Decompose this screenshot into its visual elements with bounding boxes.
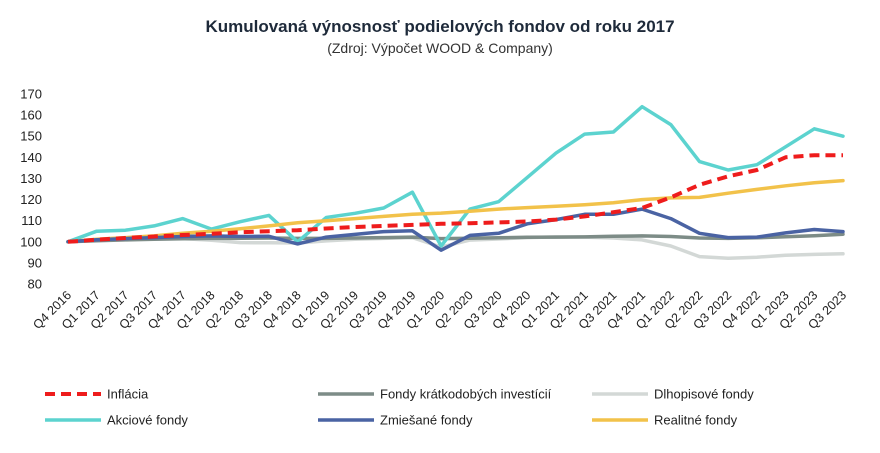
legend-label: Dlhopisové fondy — [654, 387, 754, 402]
legend-label: Zmiešané fondy — [380, 413, 473, 428]
series-line-1 — [67, 153, 843, 244]
y-tick-label: 100 — [20, 234, 42, 249]
legend: Inflácia Fondy krátkodobých investícií Dlh… — [45, 387, 754, 428]
series-line-4 — [66, 104, 845, 248]
y-tick-label: 150 — [20, 129, 42, 144]
y-tick-label: 90 — [28, 255, 42, 270]
y-tick-label: 170 — [20, 87, 42, 102]
legend-label: Realitné fondy — [654, 413, 738, 428]
series-line-6 — [66, 178, 845, 244]
y-tick-label: 110 — [21, 213, 42, 228]
chart-subtitle: (Zdroj: Výpočet WOOD & Company) — [327, 40, 553, 56]
series-layer — [66, 104, 845, 260]
legend-label: Fondy krátkodobých investícií — [380, 387, 552, 402]
legend-label: Akciové fondy — [107, 413, 188, 428]
legend-label: Inflácia — [107, 387, 149, 402]
y-axis: 80 90 100 110 120 130 140 150 160 170 — [20, 87, 42, 292]
y-tick-label: 80 — [28, 277, 42, 292]
y-tick-label: 160 — [20, 108, 42, 123]
y-tick-label: 120 — [20, 192, 42, 207]
chart-title: Kumulovaná výnosnosť podielových fondov … — [205, 17, 674, 36]
y-tick-label: 130 — [20, 171, 42, 186]
y-tick-label: 140 — [20, 150, 42, 165]
series-line-2 — [66, 232, 845, 244]
